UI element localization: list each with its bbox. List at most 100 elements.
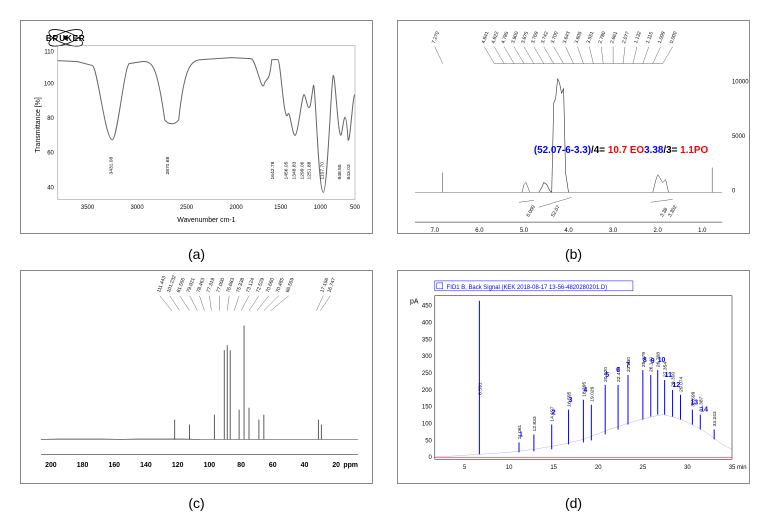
svg-text:70.660: 70.660 [265, 276, 276, 292]
svg-text:15: 15 [550, 465, 557, 471]
svg-text:14: 14 [700, 406, 708, 413]
svg-text:81.556: 81.556 [176, 276, 187, 292]
svg-text:100: 100 [44, 81, 55, 87]
svg-text:40: 40 [301, 462, 309, 469]
hnmr-peak-fan: 7.270 [431, 31, 443, 64]
svg-text:52.07: 52.07 [550, 204, 562, 218]
svg-text:50: 50 [425, 438, 432, 444]
cnmr-panel: 111.443 101.232 81.556 79.921 78.463 77.… [20, 270, 373, 484]
svg-text:1299.06: 1299.06 [299, 161, 305, 179]
svg-text:79.921: 79.921 [186, 276, 197, 292]
svg-text:75.338: 75.338 [235, 276, 246, 292]
svg-text:1107.70: 1107.70 [319, 162, 325, 180]
gc-x-label: min [737, 465, 747, 471]
svg-text:3.875: 3.875 [520, 31, 530, 45]
svg-text:111.443: 111.443 [156, 275, 168, 293]
svg-text:400: 400 [422, 320, 433, 326]
svg-text:6.000: 6.000 [525, 204, 537, 218]
svg-text:1251.88: 1251.88 [306, 161, 312, 179]
svg-text:25: 25 [640, 465, 647, 471]
caption-d: (d) [397, 495, 750, 511]
svg-text:3.700: 3.700 [550, 31, 560, 45]
svg-text:3.900: 3.900 [510, 31, 520, 45]
caption-c: (c) [20, 495, 373, 511]
ir-peak-labels: 3431.08 2870.68 1642.78 1456.05 1348.83 … [108, 156, 352, 179]
bruker-logo: BRUKER [46, 34, 86, 43]
svg-text:1.132: 1.132 [633, 31, 643, 45]
svg-text:12.833: 12.833 [532, 416, 538, 431]
svg-text:5: 5 [605, 372, 609, 379]
svg-text:80: 80 [47, 116, 54, 122]
ir-spectrum-panel: BRUKER 3431.08 2870.68 1642.78 1456.05 1… [20, 20, 373, 234]
svg-text:6: 6 [616, 367, 620, 374]
svg-text:1456.05: 1456.05 [284, 161, 290, 179]
svg-text:6.0: 6.0 [475, 228, 484, 233]
svg-text:20: 20 [332, 462, 340, 469]
svg-text:10000: 10000 [732, 79, 749, 85]
svg-text:3.302: 3.302 [667, 204, 679, 218]
hnmr-svg: 7.270 [398, 21, 749, 233]
svg-text:100: 100 [422, 421, 433, 427]
gc-rt-labels: 6.591 11.061 12.833 14.697 16.595 18.395… [477, 351, 718, 439]
hnmr-formula: (52.07-6-3.3)/4= 10.7 EO3.38/3= 1.1PO [534, 145, 709, 156]
svg-text:66.559: 66.559 [285, 276, 296, 292]
svg-text:13: 13 [690, 399, 698, 406]
svg-text:140: 140 [140, 462, 152, 469]
caption-a: (a) [20, 246, 373, 262]
svg-text:0.000: 0.000 [669, 31, 679, 45]
gc-title: FID1 B, Back Signal (KEK 2018-08-17 13-5… [447, 284, 607, 290]
svg-text:250: 250 [422, 371, 433, 377]
svg-text:3.742: 3.742 [540, 31, 550, 45]
svg-text:3500: 3500 [81, 205, 95, 211]
svg-text:200: 200 [45, 462, 57, 469]
svg-text:77.319: 77.319 [206, 276, 217, 292]
svg-text:100: 100 [204, 462, 216, 469]
ir-spectrum-svg: BRUKER 3431.08 2870.68 1642.78 1456.05 1… [21, 21, 372, 233]
svg-text:6.591: 6.591 [477, 382, 483, 395]
svg-text:150: 150 [422, 404, 433, 410]
svg-text:2500: 2500 [180, 205, 194, 211]
svg-text:1000: 1000 [314, 205, 328, 211]
svg-text:7.270: 7.270 [431, 31, 441, 45]
ir-x-label: Wavenumber cm-1 [177, 217, 235, 224]
svg-text:0: 0 [732, 188, 736, 194]
ir-y-label: Transmittance [%] [35, 97, 42, 153]
caption-b: (b) [397, 246, 750, 262]
svg-text:1348.83: 1348.83 [292, 161, 298, 179]
svg-text:4: 4 [583, 386, 587, 393]
svg-text:450: 450 [422, 303, 433, 309]
svg-text:80: 80 [237, 462, 245, 469]
svg-text:77.000: 77.000 [216, 276, 227, 292]
svg-text:7.0: 7.0 [431, 228, 440, 233]
svg-text:1.099: 1.099 [657, 31, 667, 45]
svg-text:4.0: 4.0 [564, 228, 573, 233]
svg-text:5.0: 5.0 [520, 228, 529, 233]
svg-text:10: 10 [506, 465, 513, 471]
svg-text:300: 300 [422, 354, 433, 360]
svg-text:2.661: 2.661 [609, 31, 619, 45]
svg-text:4.841: 4.841 [481, 31, 491, 45]
gc-svg: FID1 B, Back Signal (KEK 2018-08-17 13-5… [398, 271, 749, 483]
svg-text:2870.68: 2870.68 [165, 156, 171, 174]
svg-text:78.463: 78.463 [196, 276, 207, 292]
svg-text:1.0: 1.0 [698, 228, 707, 233]
svg-text:76.683: 76.683 [225, 276, 236, 292]
svg-text:160: 160 [108, 462, 120, 469]
svg-text:3.605: 3.605 [574, 31, 584, 45]
svg-text:1500: 1500 [274, 205, 288, 211]
svg-text:200: 200 [422, 387, 433, 393]
svg-text:73.124: 73.124 [245, 276, 256, 292]
svg-text:2000: 2000 [230, 205, 244, 211]
svg-text:101.232: 101.232 [166, 274, 178, 293]
svg-text:5000: 5000 [732, 134, 746, 140]
cnmr-svg: 111.443 101.232 81.556 79.921 78.463 77.… [21, 271, 372, 483]
svg-text:0: 0 [429, 455, 433, 461]
svg-text:72.529: 72.529 [255, 276, 266, 292]
svg-text:110: 110 [44, 50, 54, 56]
svg-text:120: 120 [172, 462, 184, 469]
svg-text:12: 12 [673, 381, 681, 388]
svg-text:5: 5 [463, 465, 467, 471]
svg-text:3: 3 [569, 396, 573, 403]
svg-text:3.769: 3.769 [530, 31, 540, 45]
svg-text:1: 1 [519, 431, 523, 438]
